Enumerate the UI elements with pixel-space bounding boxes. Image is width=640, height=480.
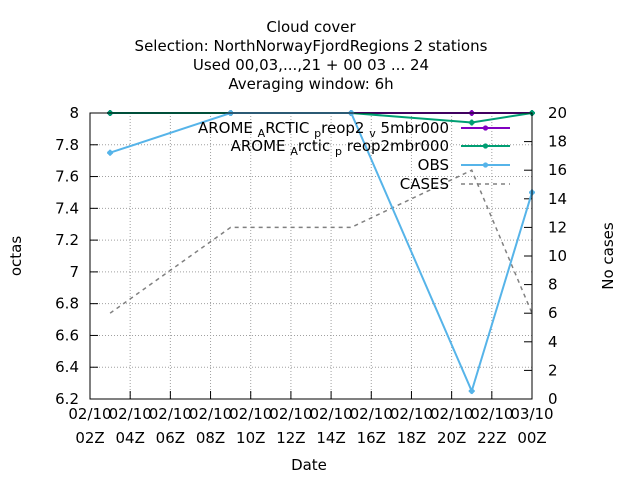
y2-axis-label: No cases (599, 222, 617, 290)
x-tick-date: 02/10 (470, 405, 513, 423)
y2-tick-label: 0 (548, 390, 558, 408)
y-tick-label: 6.4 (55, 358, 79, 376)
y-tick-label: 6.2 (55, 390, 79, 408)
y2-tick-label: 18 (548, 133, 567, 151)
legend-label-part: CASES (400, 175, 449, 193)
series-line (109, 169, 533, 314)
legend-label-part: AROME (198, 119, 258, 137)
x-tick-date: 02/10 (68, 405, 111, 423)
x-tick-date: 02/10 (229, 405, 272, 423)
y-tick-label: 7.8 (55, 136, 79, 154)
y-tick-label: 7.2 (55, 231, 79, 249)
x-tick-date: 03/10 (510, 405, 553, 423)
grid (90, 112, 532, 400)
legend-label-part: OBS (418, 156, 449, 174)
x-tick-hour: 14Z (316, 429, 345, 447)
x-tick-hour: 12Z (276, 429, 305, 447)
legend-label: OBS (418, 156, 449, 174)
legend-marker (482, 162, 489, 168)
x-axis-ticks: 02/1002Z02/1004Z02/1006Z02/1008Z02/1010Z… (68, 391, 554, 447)
x-tick-date: 02/10 (309, 405, 352, 423)
legend-label-subscript: A (258, 127, 266, 140)
x-tick-hour: 00Z (517, 429, 546, 447)
x-tick-date: 02/10 (350, 405, 393, 423)
legend-label: AROME Arctic p reop2mbr000 (231, 137, 449, 158)
legend-label-part: 5mbr000 (376, 119, 449, 137)
x-tick-date: 02/10 (109, 405, 152, 423)
y2-tick-label: 6 (548, 304, 558, 322)
x-tick-hour: 16Z (357, 429, 386, 447)
y-tick-label: 7.4 (55, 199, 79, 217)
data-point (107, 150, 113, 156)
y2-tick-label: 14 (548, 190, 567, 208)
legend-label-part: reop2 (321, 119, 369, 137)
title-line: Selection: NorthNorwayFjordRegions 2 sta… (135, 37, 488, 55)
legend-label-part: RCTIC (265, 119, 314, 137)
x-tick-hour: 22Z (477, 429, 506, 447)
y-tick-label: 6.6 (55, 326, 79, 344)
x-tick-hour: 10Z (236, 429, 265, 447)
legend-label: AROME ARCTIC preop2 v 5mbr000 (198, 119, 449, 140)
x-tick-date: 02/10 (149, 405, 192, 423)
y-axis-ticks: 6.2 6.4 6.6 6.8 7 7.2 7.4 7.6 7.8 8 (55, 104, 98, 408)
y-tick-label: 7 (69, 263, 79, 281)
data-point (469, 119, 475, 126)
data-point (469, 388, 475, 394)
title-line: Used 00,03,...,21 + 00 03 ... 24 (193, 56, 429, 74)
legend-label-part: AROME (231, 137, 291, 155)
x-tick-hour: 20Z (437, 429, 466, 447)
title-line: Cloud cover (266, 18, 356, 36)
x-tick-hour: 04Z (115, 429, 144, 447)
y-axis-label: octas (7, 236, 25, 276)
y-tick-label: 7.6 (55, 168, 79, 186)
x-tick-hour: 18Z (397, 429, 426, 447)
x-axis-label: Date (291, 456, 327, 474)
legend-label-part: reop2mbr000 (342, 137, 449, 155)
x-tick-date: 02/10 (430, 405, 473, 423)
y2-tick-label: 12 (548, 218, 567, 236)
legend-label-part: rctic (298, 137, 335, 155)
y2-tick-label: 20 (548, 104, 567, 122)
legend-marker (482, 125, 489, 131)
legend-label-subscript: v (369, 127, 376, 140)
x-tick-hour: 02Z (75, 429, 104, 447)
y-tick-label: 6.8 (55, 295, 79, 313)
legend-label-subscript: A (290, 145, 298, 158)
title-line: Averaging window: 6h (228, 75, 393, 93)
legend-label-subscript: p (314, 127, 321, 140)
x-tick-hour: 08Z (196, 429, 225, 447)
x-tick-date: 02/10 (189, 405, 232, 423)
legend-marker (482, 143, 489, 149)
y2-tick-label: 8 (548, 276, 558, 294)
y2-axis-ticks: 0 2 4 6 8 10 12 14 16 18 20 (524, 104, 567, 408)
y2-tick-label: 2 (548, 361, 558, 379)
y-tick-label: 8 (69, 104, 79, 122)
x-tick-hour: 06Z (156, 429, 185, 447)
x-tick-date: 02/10 (269, 405, 312, 423)
y2-tick-label: 10 (548, 247, 567, 265)
legend-label: CASES (400, 175, 449, 193)
y2-tick-label: 4 (548, 333, 558, 351)
legend-label-subscript: p (335, 145, 342, 158)
x-tick-date: 02/10 (390, 405, 433, 423)
plot-frame (89, 112, 533, 400)
y2-tick-label: 16 (548, 161, 567, 179)
